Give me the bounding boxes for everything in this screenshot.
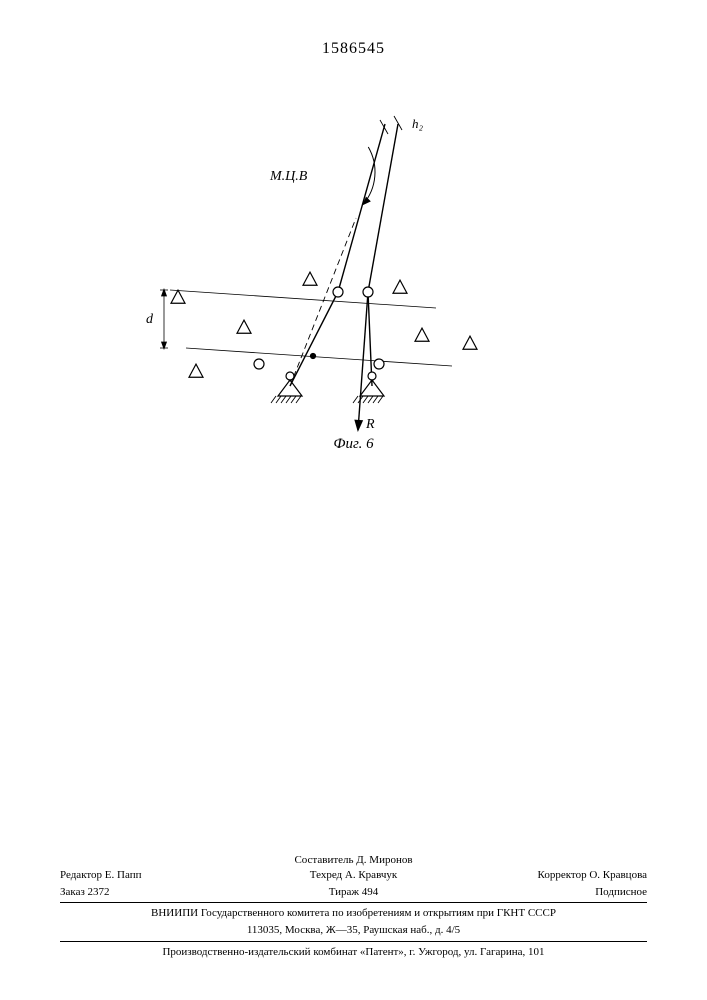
order: Заказ 2372 — [60, 885, 256, 900]
figure-caption: Фиг. 6 — [0, 436, 707, 453]
corrector: Корректор О. Кравцова — [451, 868, 647, 883]
svg-text:R: R — [365, 417, 375, 432]
compiler-line: Составитель Д. Миронов — [60, 853, 647, 868]
imprint-line1: ВНИИПИ Государственного комитета по изоб… — [60, 906, 647, 921]
techred: Техред А. Кравчук — [256, 868, 452, 883]
editor: Редактор Е. Папп — [60, 868, 256, 883]
subscription: Подписное — [451, 885, 647, 900]
svg-text:d: d — [146, 312, 154, 327]
imprint-line2: 113035, Москва, Ж—35, Раушская наб., д. … — [60, 923, 647, 938]
svg-text:М.Ц.В: М.Ц.В — [269, 169, 308, 184]
svg-text:h₂: h₂ — [412, 116, 424, 131]
page-number: 1586545 — [0, 40, 707, 58]
figure-6-diagram: d h₂ М.Ц.В R — [120, 110, 520, 450]
imprint-block: Составитель Д. Миронов Редактор Е. Папп … — [60, 851, 647, 960]
tirage: Тираж 494 — [256, 885, 452, 900]
imprint-line3: Производственно-издательский комбинат «П… — [60, 945, 647, 960]
